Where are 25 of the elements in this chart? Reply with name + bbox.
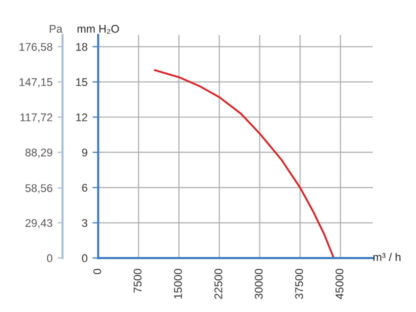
x-tick-label: 45000 [336, 268, 344, 300]
x-tick-label: 22500 [214, 268, 222, 299]
x-tick-label: 37500 [295, 268, 304, 299]
y2-tick-label: 147,15 [20, 78, 52, 88]
y-axis-title: mm H₂O [78, 24, 119, 34]
y2-tick-label: 0 [47, 254, 52, 262]
y2-tick-label: 176,58 [20, 42, 52, 52]
y2-tick-label: 88,29 [25, 148, 52, 158]
line-series [154, 69, 335, 258]
y-tick-label: 3 [82, 219, 88, 227]
y-tick-label: 9 [82, 148, 88, 156]
y-tick-label: 0 [82, 254, 88, 262]
y-tick-label: 18 [76, 42, 88, 51]
x-tick-label: 7500 [134, 268, 142, 293]
x-tick-label: 15000 [174, 268, 182, 298]
y2-tick-label: 29,43 [26, 219, 52, 228]
x-tick-label: 0 [93, 268, 102, 274]
y2-tick-label: 117,72 [20, 113, 52, 123]
y2-tick-label: 58,56 [25, 184, 52, 194]
y-tick-label: 6 [82, 184, 88, 192]
y2-axis-title: Pa [50, 24, 62, 33]
y-tick-label: 12 [76, 113, 88, 122]
y-tick-label: 15 [76, 78, 88, 86]
x-tick-label: 30000 [254, 268, 263, 299]
x-axis-title: m³ / h [373, 252, 400, 262]
